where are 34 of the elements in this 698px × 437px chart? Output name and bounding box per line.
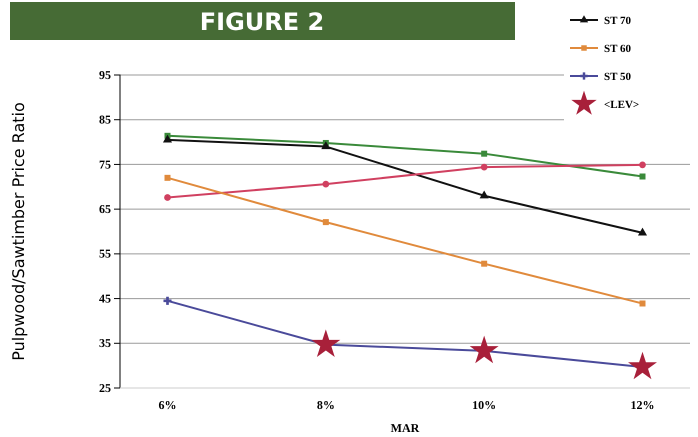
point — [481, 150, 488, 157]
point — [322, 219, 329, 226]
x-tick-label: 12% — [630, 398, 654, 412]
legend-label: ST 50 — [604, 71, 632, 83]
point — [640, 300, 646, 306]
y-tick-label: 25 — [99, 380, 111, 395]
point — [639, 161, 646, 168]
y-tick-label: 45 — [99, 291, 111, 306]
point — [480, 190, 489, 198]
x-axis-title: MAR — [390, 421, 420, 435]
point — [162, 134, 172, 142]
point — [638, 228, 648, 236]
y-tick-label: 95 — [99, 68, 111, 82]
y-tick-label: 55 — [99, 246, 111, 261]
x-tick-label: 6% — [158, 398, 176, 412]
y-tick-label: 75 — [99, 157, 111, 172]
point — [322, 180, 330, 188]
y-tick-label: 35 — [99, 336, 111, 350]
point — [480, 164, 488, 170]
x-tick-label: 8% — [316, 398, 335, 412]
legend-label: <LEV> — [604, 99, 640, 111]
point — [164, 174, 170, 181]
point — [321, 141, 330, 150]
legend-label: ST 60 — [604, 43, 632, 55]
point — [481, 260, 488, 267]
x-tick-label: 10% — [472, 398, 496, 412]
y-axis-title: Pulpwood/Sawtimber Price Ratio — [9, 102, 28, 361]
point — [640, 174, 646, 180]
point — [163, 296, 172, 305]
legend-label: ST 70 — [604, 15, 632, 27]
y-tick-label: 65 — [99, 202, 111, 216]
chart-title: FIGURE 2 — [200, 8, 324, 36]
point — [164, 194, 171, 201]
y-tick-label: 85 — [99, 112, 111, 127]
